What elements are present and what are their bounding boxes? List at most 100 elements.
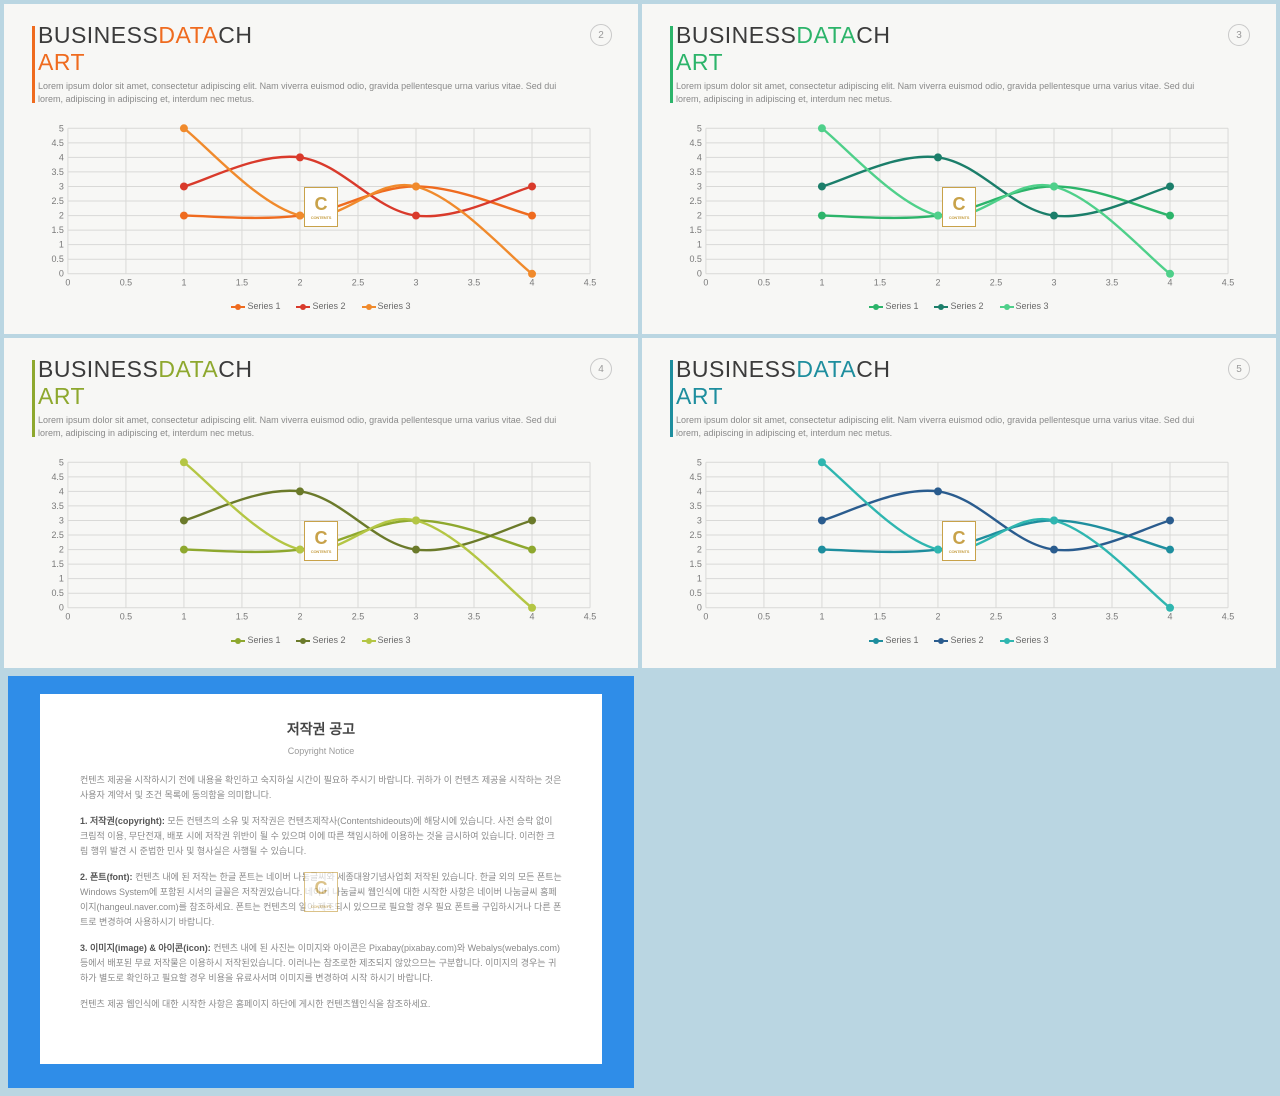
svg-text:1.5: 1.5 xyxy=(51,559,63,569)
svg-text:5: 5 xyxy=(697,123,702,133)
watermark-icon: CCONTENTS xyxy=(304,521,338,561)
title-word-3a: CH xyxy=(218,22,252,48)
legend-item: Series 2 xyxy=(296,301,345,311)
chart-series-marker xyxy=(1166,212,1174,220)
svg-text:3.5: 3.5 xyxy=(689,167,701,177)
svg-text:0: 0 xyxy=(697,269,702,279)
copyright-paragraph: 1. 저작권(copyright): 모든 컨텐츠의 소유 및 저작권은 컨텐츠… xyxy=(80,814,562,860)
svg-text:3.5: 3.5 xyxy=(689,501,701,511)
chart-series-marker xyxy=(528,517,536,525)
svg-text:3: 3 xyxy=(414,612,419,622)
svg-text:4: 4 xyxy=(1168,612,1173,622)
svg-text:4.5: 4.5 xyxy=(689,138,701,148)
svg-text:1.5: 1.5 xyxy=(236,612,248,622)
copyright-paragraph: 컨텐츠 제공 웹인식에 대한 시작한 사항은 홈페이지 하단에 게시한 컨텐츠웹… xyxy=(80,997,562,1012)
copyright-outer: 저작권 공고 Copyright Notice 컨텐츠 제공을 시작하시기 전에… xyxy=(8,676,634,1088)
svg-text:4: 4 xyxy=(59,153,64,163)
legend-item: Series 1 xyxy=(869,301,918,311)
title-word-1: BUSINESS xyxy=(676,356,796,382)
legend-item: Series 3 xyxy=(362,635,411,645)
empty-slot xyxy=(642,672,1276,1092)
slide-subtitle: Lorem ipsum dolor sit amet, consectetur … xyxy=(676,414,1196,439)
chart-series-marker xyxy=(1166,517,1174,525)
slide-subtitle: Lorem ipsum dolor sit amet, consectetur … xyxy=(38,80,558,105)
svg-text:2: 2 xyxy=(297,278,302,288)
chart-series-marker xyxy=(180,183,188,191)
copyright-paragraph: 컨텐츠 제공을 시작하시기 전에 내용을 확인하고 숙지하실 시간이 필요하 주… xyxy=(80,773,562,804)
svg-text:3: 3 xyxy=(414,278,419,288)
chart-series-marker xyxy=(528,546,536,554)
svg-text:0: 0 xyxy=(65,278,70,288)
watermark-icon: CCONTENTS xyxy=(942,521,976,561)
svg-text:4.5: 4.5 xyxy=(1222,278,1234,288)
svg-text:2: 2 xyxy=(697,545,702,555)
svg-text:4.5: 4.5 xyxy=(51,138,63,148)
svg-text:0.5: 0.5 xyxy=(758,278,770,288)
svg-text:1: 1 xyxy=(697,240,702,250)
chart-series-marker xyxy=(1050,212,1058,220)
svg-text:0.5: 0.5 xyxy=(51,254,63,264)
svg-text:3.5: 3.5 xyxy=(51,501,63,511)
chart-series-marker xyxy=(528,183,536,191)
svg-text:1: 1 xyxy=(181,278,186,288)
slide-title: BUSINESSDATACH ART Lorem ipsum dolor sit… xyxy=(32,22,610,105)
title-word-3b: ART xyxy=(676,383,723,409)
svg-text:3: 3 xyxy=(1052,612,1057,622)
svg-text:2: 2 xyxy=(935,612,940,622)
svg-text:4: 4 xyxy=(1168,278,1173,288)
legend-item: Series 3 xyxy=(1000,635,1049,645)
chart-area: 00.511.522.533.544.5500.511.522.533.544.… xyxy=(42,451,600,631)
legend-item: Series 3 xyxy=(1000,301,1049,311)
legend-item: Series 2 xyxy=(934,635,983,645)
svg-text:1.5: 1.5 xyxy=(236,278,248,288)
copyright-subtitle: Copyright Notice xyxy=(80,744,562,759)
svg-text:4.5: 4.5 xyxy=(584,278,596,288)
svg-text:2.5: 2.5 xyxy=(51,530,63,540)
title-word-1: BUSINESS xyxy=(38,22,158,48)
chart-series-marker xyxy=(412,517,420,525)
svg-text:4: 4 xyxy=(530,612,535,622)
svg-text:1.5: 1.5 xyxy=(874,278,886,288)
slide-subtitle: Lorem ipsum dolor sit amet, consectetur … xyxy=(676,80,1196,105)
legend-item: Series 3 xyxy=(362,301,411,311)
chart-series-marker xyxy=(1166,183,1174,191)
svg-text:1: 1 xyxy=(181,612,186,622)
svg-text:1: 1 xyxy=(819,612,824,622)
svg-text:1: 1 xyxy=(59,574,64,584)
svg-text:4.5: 4.5 xyxy=(51,472,63,482)
copyright-title: 저작권 공고 xyxy=(80,718,562,742)
svg-text:0.5: 0.5 xyxy=(689,588,701,598)
svg-text:0: 0 xyxy=(703,612,708,622)
chart-slide: 3 BUSINESSDATACH ART Lorem ipsum dolor s… xyxy=(642,4,1276,334)
svg-text:4: 4 xyxy=(530,278,535,288)
watermark-icon: CCONTENTS xyxy=(304,872,338,912)
svg-text:0: 0 xyxy=(697,603,702,613)
svg-text:1: 1 xyxy=(59,240,64,250)
svg-text:0.5: 0.5 xyxy=(120,278,132,288)
svg-text:5: 5 xyxy=(697,457,702,467)
chart-slide: 2 BUSINESSDATACH ART Lorem ipsum dolor s… xyxy=(4,4,638,334)
title-word-2: DATA xyxy=(158,356,218,382)
svg-text:5: 5 xyxy=(59,457,64,467)
chart-series-marker xyxy=(934,546,942,554)
title-word-3a: CH xyxy=(218,356,252,382)
chart-series-marker xyxy=(296,488,304,496)
chart-series-marker xyxy=(1166,546,1174,554)
svg-text:3: 3 xyxy=(697,182,702,192)
svg-text:5: 5 xyxy=(59,123,64,133)
chart-series-marker xyxy=(528,212,536,220)
chart-series-marker xyxy=(818,458,826,466)
slide-title: BUSINESSDATACH ART Lorem ipsum dolor sit… xyxy=(670,356,1248,439)
svg-text:1.5: 1.5 xyxy=(689,225,701,235)
legend-item: Series 1 xyxy=(869,635,918,645)
svg-text:2.5: 2.5 xyxy=(689,530,701,540)
chart-series-marker xyxy=(818,212,826,220)
copyright-inner: 저작권 공고 Copyright Notice 컨텐츠 제공을 시작하시기 전에… xyxy=(40,694,602,1064)
copyright-slide: 저작권 공고 Copyright Notice 컨텐츠 제공을 시작하시기 전에… xyxy=(4,672,638,1092)
chart-series-marker xyxy=(412,183,420,191)
chart-area: 00.511.522.533.544.5500.511.522.533.544.… xyxy=(680,451,1238,631)
chart-slide: 4 BUSINESSDATACH ART Lorem ipsum dolor s… xyxy=(4,338,638,668)
chart-series-marker xyxy=(1166,604,1174,612)
svg-text:4.5: 4.5 xyxy=(689,472,701,482)
svg-text:1.5: 1.5 xyxy=(51,225,63,235)
